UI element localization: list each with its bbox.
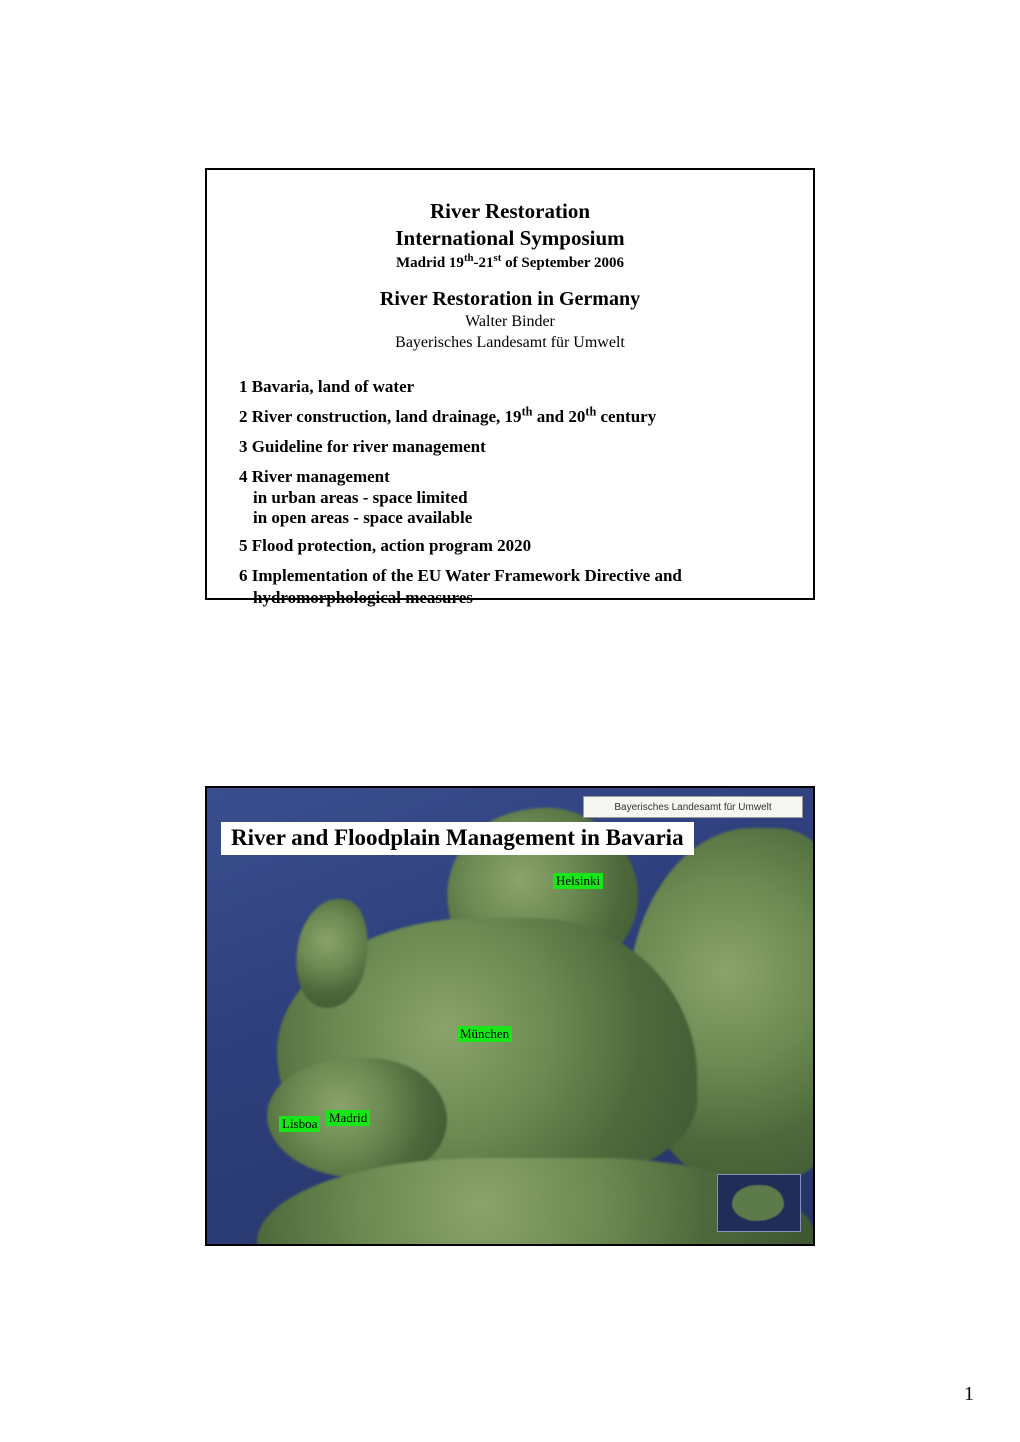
toc-item-2: 2 River construction, land drainage, 19t…: [239, 406, 781, 428]
toc6-l1: 6 Implementation of the EU Water Framewo…: [239, 566, 682, 585]
toc-item-4: 4 River management in urban areas - spac…: [239, 466, 781, 527]
slide1-title-line2: International Symposium: [239, 225, 781, 252]
date-sup1: th: [464, 252, 474, 264]
slide1-toc: 1 Bavaria, land of water 2 River constru…: [239, 376, 781, 610]
slide2-header-org: Bayerisches Landesamt für Umwelt: [583, 796, 803, 818]
date-suffix: of September 2006: [501, 255, 624, 271]
toc4-sub2: in open areas - space available: [253, 508, 781, 528]
toc4-head: 4 River management: [239, 467, 390, 486]
toc-item-3: 3 Guideline for river management: [239, 436, 781, 458]
city-label-munchen: München: [457, 1026, 512, 1042]
city-label-madrid: Madrid: [326, 1110, 370, 1126]
inset-overview-map: [717, 1174, 801, 1232]
slide1-title-block: River Restoration International Symposiu…: [239, 198, 781, 272]
toc2-pre: 2 River construction, land drainage, 19: [239, 407, 522, 426]
city-label-helsinki: Helsinki: [553, 873, 603, 889]
date-prefix: Madrid 19: [396, 255, 464, 271]
toc4-sub1: in urban areas - space limited: [253, 488, 781, 508]
slide-2: Bayerisches Landesamt für Umwelt River a…: [205, 786, 815, 1246]
city-label-lisboa: Lisboa: [279, 1116, 320, 1132]
date-mid: -21: [474, 255, 494, 271]
toc-item-1: 1 Bavaria, land of water: [239, 376, 781, 398]
slide1-subtitle: River Restoration in Germany: [239, 288, 781, 311]
toc-item-5: 5 Flood protection, action program 2020: [239, 535, 781, 557]
slide2-title: River and Floodplain Management in Bavar…: [221, 822, 694, 855]
toc2-sup2: th: [585, 404, 596, 418]
slide1-org: Bayerisches Landesamt für Umwelt: [239, 332, 781, 354]
toc2-sup1: th: [522, 404, 533, 418]
slide1-date: Madrid 19th-21st of September 2006: [239, 255, 781, 272]
toc2-post: century: [596, 407, 656, 426]
page-number: 1: [964, 1383, 974, 1406]
toc-item-6: 6 Implementation of the EU Water Framewo…: [239, 565, 781, 609]
slide1-subtitle-block: River Restoration in Germany Walter Bind…: [239, 288, 781, 354]
toc6-l2: hydromorphological measures: [253, 588, 473, 607]
toc2-mid: and 20: [532, 407, 585, 426]
slide1-author: Walter Binder: [239, 311, 781, 333]
slide1-title-line1: River Restoration: [239, 198, 781, 225]
slide-1: River Restoration International Symposiu…: [205, 168, 815, 600]
